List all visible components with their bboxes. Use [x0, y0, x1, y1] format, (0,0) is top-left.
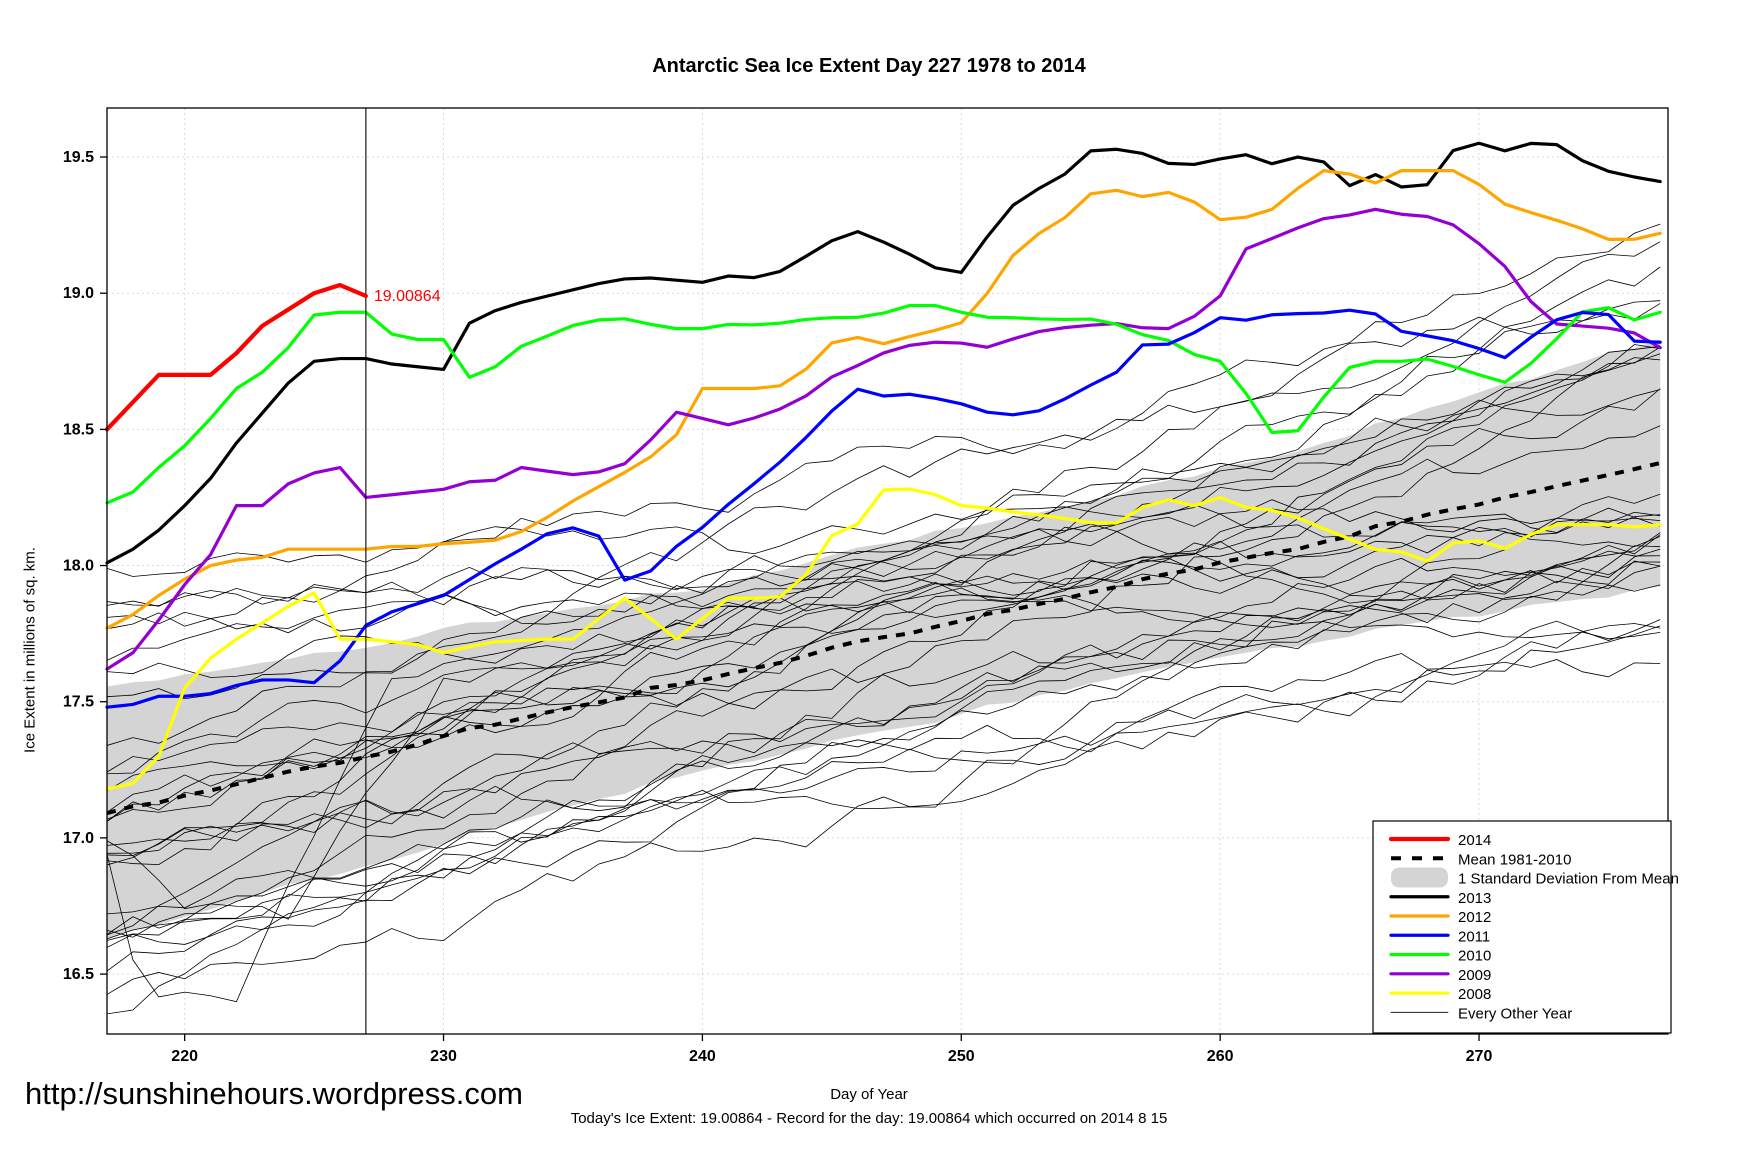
svg-text:19.0: 19.0	[63, 285, 94, 302]
svg-text:220: 220	[171, 1048, 198, 1065]
svg-text:19.5: 19.5	[63, 149, 94, 166]
svg-text:1 Standard Deviation From Mean: 1 Standard Deviation From Mean	[1458, 871, 1679, 888]
svg-text:230: 230	[430, 1048, 457, 1065]
svg-text:240: 240	[689, 1048, 716, 1065]
svg-text:2011: 2011	[1458, 928, 1490, 945]
svg-text:19.00864: 19.00864	[374, 288, 441, 305]
svg-text:260: 260	[1207, 1048, 1234, 1065]
svg-text:17.0: 17.0	[63, 830, 94, 847]
svg-text:17.5: 17.5	[63, 694, 94, 711]
svg-text:2010: 2010	[1458, 948, 1491, 965]
svg-text:270: 270	[1466, 1048, 1493, 1065]
svg-text:Mean 1981-2010: Mean 1981-2010	[1458, 851, 1571, 868]
svg-text:Every Other Year: Every Other Year	[1458, 1005, 1572, 1022]
svg-text:2009: 2009	[1458, 967, 1491, 984]
svg-text:250: 250	[948, 1048, 975, 1065]
svg-text:2008: 2008	[1458, 986, 1491, 1003]
svg-text:2012: 2012	[1458, 909, 1491, 926]
svg-text:18.5: 18.5	[63, 421, 94, 438]
svg-text:2013: 2013	[1458, 890, 1491, 907]
svg-text:2014: 2014	[1458, 832, 1491, 849]
svg-text:18.0: 18.0	[63, 558, 94, 575]
svg-text:16.5: 16.5	[63, 966, 94, 983]
